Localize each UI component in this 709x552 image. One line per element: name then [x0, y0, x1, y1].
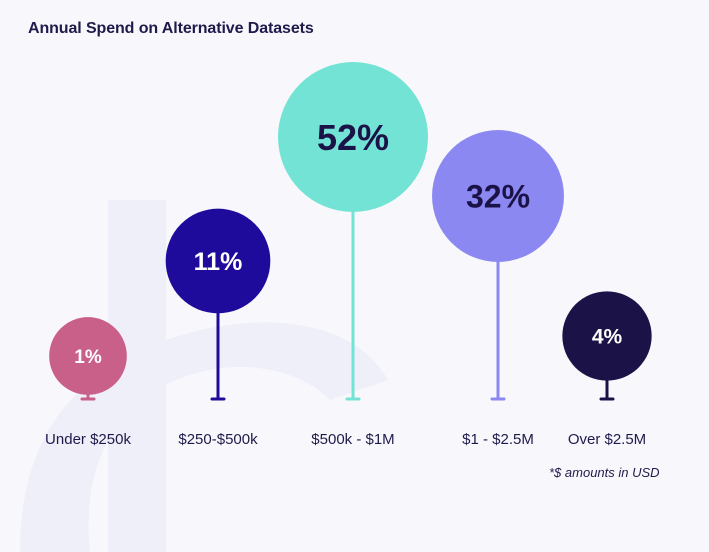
category-label: Over $2.5M [568, 431, 646, 448]
category-label: $1 - $2.5M [462, 431, 534, 448]
category-label: $250-$500k [178, 431, 258, 448]
category-label: $500k - $1M [311, 431, 394, 448]
bubble [562, 291, 652, 381]
chart-title: Annual Spend on Alternative Datasets [28, 20, 314, 37]
bubble [165, 208, 271, 314]
bubble-value-label: 1% [74, 347, 102, 368]
bubble-value-label: 4% [592, 326, 623, 349]
bubble-value-label: 52% [317, 117, 389, 158]
bubble [432, 130, 564, 262]
category-label: Under $250k [45, 431, 131, 448]
bubble-value-label: 32% [466, 179, 530, 215]
footnote: *$ amounts in USD [549, 465, 660, 480]
bubble-series: 1% Under $250k 11% $250-$500k 52% $500k - $1M… [45, 62, 652, 448]
bubble [278, 62, 428, 212]
bubble [49, 317, 127, 395]
bubble-value-label: 11% [194, 248, 243, 276]
